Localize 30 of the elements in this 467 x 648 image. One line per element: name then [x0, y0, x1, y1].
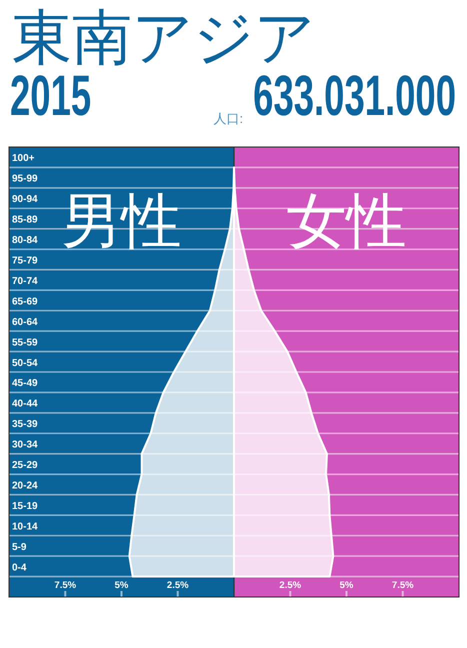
- x-tick-label: 2.5%: [166, 580, 190, 591]
- x-tick-label: 7.5%: [392, 580, 414, 591]
- y-tick-label: 80-84: [12, 235, 38, 246]
- y-tick-label: 0-4: [12, 562, 27, 574]
- y-tick-label: 10-14: [12, 521, 38, 532]
- y-tick-label: 50-54: [12, 358, 38, 369]
- y-tick-label: 25-29: [12, 460, 38, 472]
- y-tick-label: 85-89: [12, 214, 38, 226]
- series-label: 男性: [62, 188, 182, 255]
- y-tick-label: 90-94: [12, 194, 38, 206]
- y-tick-label: 75-79: [12, 256, 38, 266]
- y-tick-label: 40-44: [12, 398, 38, 410]
- series-label: 女性: [286, 188, 406, 255]
- x-tick-label: 7.5%: [54, 580, 77, 591]
- y-tick-label: 65-69: [12, 296, 38, 308]
- x-tick-label: 2.5%: [279, 580, 302, 591]
- x-tick-label: 5%: [340, 580, 354, 591]
- y-tick-label: 70-74: [12, 276, 38, 287]
- y-tick-label: 95-99: [12, 174, 38, 185]
- x-tick-label: 5%: [114, 580, 129, 591]
- y-tick-label: 30-34: [12, 440, 38, 451]
- y-tick-label: 60-64: [12, 316, 38, 328]
- text: 人口:: [214, 111, 244, 126]
- y-tick-label: 100+: [12, 153, 35, 164]
- y-tick-label: 35-39: [12, 419, 38, 430]
- y-tick-label: 5-9: [12, 542, 27, 553]
- y-tick-label: 15-19: [12, 500, 38, 512]
- y-tick-label: 45-49: [12, 378, 38, 390]
- y-tick-label: 20-24: [12, 480, 38, 492]
- y-tick-label: 55-59: [12, 337, 38, 348]
